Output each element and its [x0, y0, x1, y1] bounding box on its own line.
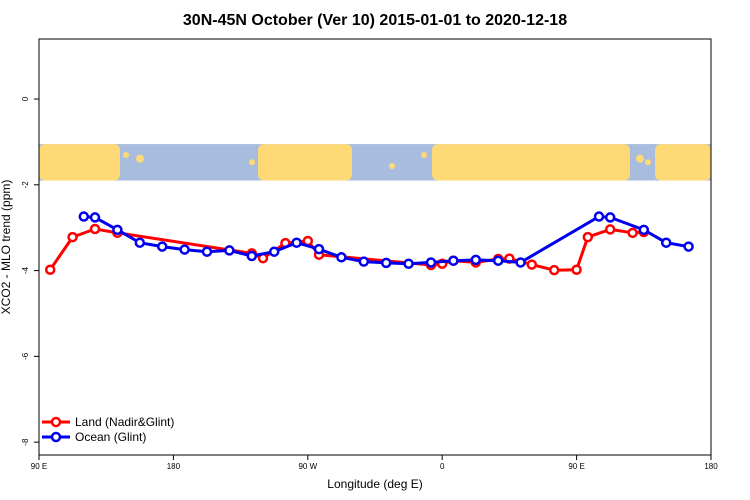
data-point	[201, 246, 213, 257]
data-point	[526, 259, 538, 270]
data-point	[78, 211, 90, 222]
data-point	[156, 241, 168, 252]
x-tick-label: 90 E	[31, 462, 47, 471]
legend-ocean-label: Ocean (Glint)	[75, 430, 146, 444]
map-land-east-asia-repeat	[655, 144, 711, 181]
x-tick-label: 0	[440, 462, 445, 471]
data-point	[604, 212, 616, 223]
data-point	[246, 250, 258, 262]
series-line	[48, 227, 644, 272]
map-island	[136, 154, 144, 163]
data-point	[571, 264, 582, 275]
data-point	[89, 223, 101, 235]
data-point	[179, 244, 190, 255]
data-point	[67, 231, 78, 243]
map-island	[645, 159, 651, 166]
map-island	[249, 159, 255, 166]
data-point	[660, 237, 672, 248]
x-tick-label: 90 E	[568, 462, 584, 471]
map-land-eurasia	[432, 144, 630, 181]
data-point	[89, 212, 101, 223]
data-point	[380, 257, 392, 269]
data-point	[470, 254, 482, 266]
legend-land-marker	[50, 416, 62, 428]
map-land-east-asia	[39, 144, 120, 181]
legend-entry-ocean: Ocean (Glint)	[42, 430, 146, 444]
data-point	[683, 241, 694, 252]
data-point	[627, 227, 638, 239]
map-island	[389, 162, 395, 169]
y-tick-label: -4	[21, 266, 30, 274]
series-ocean	[78, 211, 694, 269]
plot-frame	[38, 38, 712, 456]
data-point	[44, 264, 56, 275]
series-layer	[44, 211, 694, 276]
data-point	[403, 258, 414, 269]
y-tick-label: -8	[21, 438, 30, 446]
data-point	[358, 256, 370, 267]
data-point	[638, 224, 650, 236]
y-tick-label: -6	[21, 352, 30, 360]
map-island	[636, 154, 644, 163]
legend-ocean-marker	[50, 431, 62, 443]
data-point	[492, 255, 504, 266]
data-point	[134, 237, 146, 248]
data-point	[313, 243, 325, 255]
y-axis: 0 -2 -4 -6 -8	[21, 96, 39, 446]
map-island	[123, 152, 129, 159]
map-island	[421, 152, 427, 159]
data-point	[425, 257, 437, 268]
legend-land-label: Land (Nadir&Glint)	[75, 415, 174, 429]
data-point	[291, 237, 302, 248]
x-tick-label: 180	[704, 462, 718, 471]
data-point	[224, 245, 235, 256]
map-land-north-america	[258, 144, 352, 181]
x-tick-label: 180	[167, 462, 181, 471]
world-map-strip	[39, 144, 711, 181]
x-axis: 90 E 180 90 W 0 90 E 180	[31, 455, 718, 471]
y-tick-label: -2	[21, 181, 30, 189]
data-point	[448, 255, 459, 266]
data-point	[548, 264, 560, 276]
data-point	[593, 211, 605, 222]
data-point	[582, 231, 594, 243]
y-axis-label: XCO2 - MLO trend (ppm)	[0, 180, 13, 315]
legend-entry-land: Land (Nadir&Glint)	[42, 415, 174, 429]
data-point	[336, 252, 347, 263]
data-point	[604, 224, 616, 235]
legend: Land (Nadir&Glint) Ocean (Glint)	[42, 415, 174, 444]
chart-title: 30N-45N October (Ver 10) 2015-01-01 to 2…	[183, 12, 567, 29]
data-point	[112, 224, 123, 236]
data-point	[515, 257, 526, 268]
y-tick-label: 0	[21, 96, 30, 101]
x-tick-label: 90 W	[298, 462, 317, 471]
x-axis-label: Longitude (deg E)	[327, 477, 422, 491]
data-point	[268, 246, 280, 257]
series-land	[44, 223, 650, 276]
